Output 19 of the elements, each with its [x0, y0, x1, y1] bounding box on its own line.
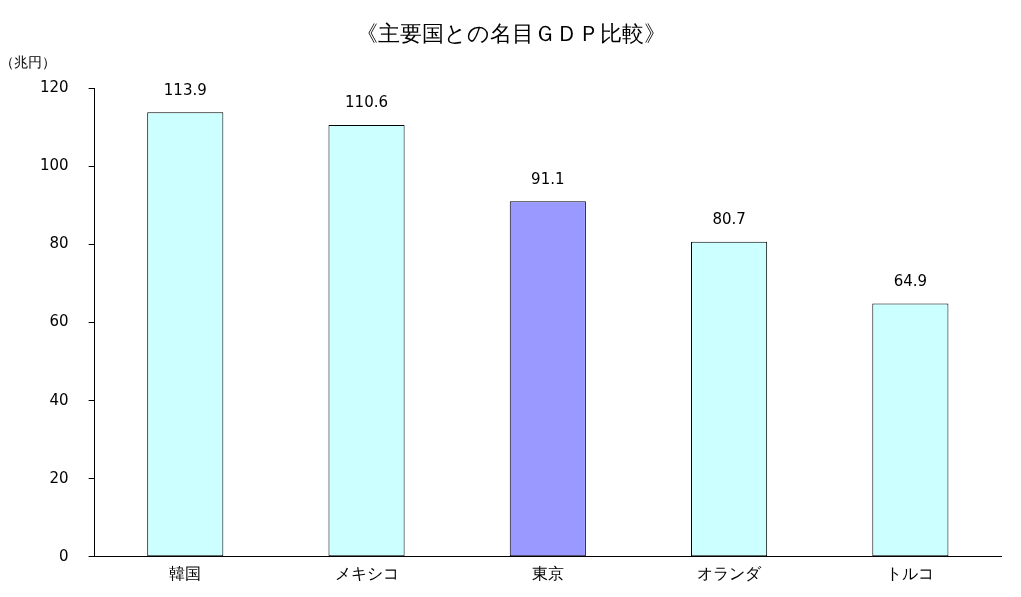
y-tick-label: 120: [39, 78, 69, 97]
data-label: 64.9: [893, 271, 928, 290]
y-tick-label: 80: [49, 234, 69, 253]
chart-title: 《主要国との名目ＧＤＰ比較》: [355, 20, 666, 46]
x-tick-label: オランダ: [697, 563, 763, 583]
x-tick-label: メキシコ: [334, 563, 399, 583]
x-tick-label: トルコ: [886, 563, 935, 583]
y-tick-label: 0: [59, 546, 69, 565]
y-tick-label: 100: [39, 156, 69, 175]
y-tick-label: 20: [49, 468, 69, 487]
data-label: 110.6: [345, 93, 389, 112]
y-axis-title: （兆円）: [0, 54, 56, 71]
y-tick-label: 40: [49, 390, 69, 409]
x-tick-label: 韓国: [169, 563, 202, 583]
data-label: 80.7: [712, 210, 746, 229]
x-tick-label: 東京: [531, 563, 564, 583]
y-tick-label: 60: [49, 312, 69, 331]
data-label: 91.1: [531, 169, 565, 188]
data-label: 113.9: [163, 80, 207, 99]
